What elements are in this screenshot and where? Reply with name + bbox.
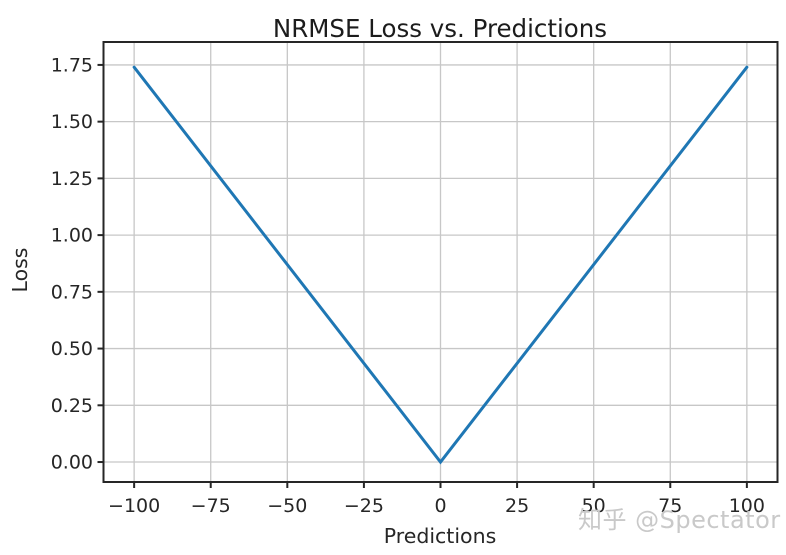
- x-tick-label: −25: [344, 495, 384, 517]
- data-layer: [132, 65, 749, 465]
- y-tick-label: 0.25: [51, 395, 93, 417]
- x-tick-label: 75: [658, 495, 682, 517]
- x-tick-label: 0: [434, 495, 446, 517]
- y-tick-label: 0.00: [51, 452, 93, 474]
- x-tick-label: 25: [505, 495, 529, 517]
- x-tick-label: 100: [729, 495, 765, 517]
- grid-layer: [103, 42, 778, 482]
- y-tick-label: 1.00: [51, 225, 93, 247]
- x-tick-label: −100: [108, 495, 160, 517]
- x-axis-label: Predictions: [384, 524, 497, 548]
- y-tick-label: 0.75: [51, 281, 93, 303]
- chart-title: NRMSE Loss vs. Predictions: [273, 14, 607, 43]
- x-tick-label: −50: [267, 495, 307, 517]
- y-axis-label: Loss: [8, 248, 32, 293]
- watermark: 知乎 @Spectator: [578, 506, 781, 534]
- y-tick-label: 0.50: [51, 338, 93, 360]
- x-tick-label: −75: [191, 495, 231, 517]
- y-tick-label: 1.50: [51, 111, 93, 133]
- x-tick-label: 50: [582, 495, 606, 517]
- y-tick-label: 1.75: [51, 54, 93, 76]
- y-tick-label: 1.25: [51, 168, 93, 190]
- nrmse-loss-curve: [132, 65, 749, 465]
- tick-layer: −100 −75 −50 −25 0 25 50 75 100 0.00 0.25 0.50 0.75 1…: [51, 54, 765, 517]
